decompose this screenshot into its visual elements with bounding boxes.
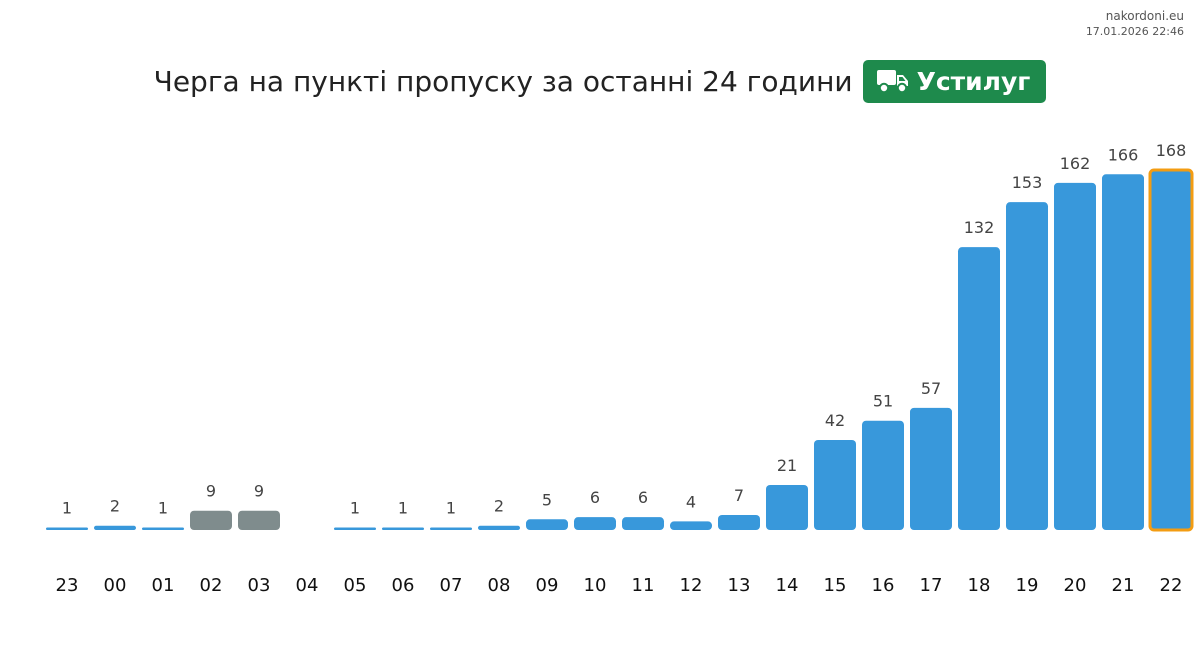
bar-14 — [766, 485, 808, 530]
x-tick-label-04: 04 — [296, 575, 319, 596]
x-tick-label-05: 05 — [344, 575, 367, 596]
value-label-17: 57 — [921, 379, 941, 398]
value-label-23: 1 — [62, 499, 72, 518]
x-tick-label-13: 13 — [728, 575, 751, 596]
x-tick-label-16: 16 — [872, 575, 895, 596]
value-label-18: 132 — [964, 218, 995, 237]
x-tick-label-06: 06 — [392, 575, 415, 596]
value-label-13: 7 — [734, 486, 744, 505]
value-label-12: 4 — [686, 492, 696, 511]
bar-13 — [718, 515, 760, 530]
truck-icon — [876, 69, 909, 93]
bar-20 — [1054, 182, 1096, 530]
bar-19 — [1006, 202, 1048, 530]
bar-17 — [910, 407, 952, 530]
value-label-01: 1 — [158, 499, 168, 518]
value-label-05: 1 — [350, 499, 360, 518]
value-label-08: 2 — [494, 497, 504, 516]
x-tick-label-18: 18 — [968, 575, 991, 596]
value-label-10: 6 — [590, 488, 600, 507]
checkpoint-badge: Устилуг — [862, 59, 1047, 103]
x-tick-label-12: 12 — [680, 575, 703, 596]
x-tick-label-10: 10 — [584, 575, 607, 596]
bar-03 — [238, 510, 280, 530]
x-tick-label-01: 01 — [152, 575, 175, 596]
site-info: nakordoni.eu 17.01.2026 22:46 — [1086, 8, 1184, 40]
bar-18 — [958, 247, 1000, 530]
value-label-16: 51 — [873, 392, 893, 411]
x-tick-label-00: 00 — [104, 575, 127, 596]
bar-16 — [862, 420, 904, 530]
bar-05 — [334, 527, 376, 530]
value-label-20: 162 — [1060, 154, 1091, 173]
bar-22 — [1148, 168, 1194, 532]
bar-23 — [46, 527, 88, 530]
value-label-21: 166 — [1108, 145, 1139, 164]
x-tick-label-15: 15 — [824, 575, 847, 596]
x-tick-label-11: 11 — [632, 575, 655, 596]
value-label-14: 21 — [777, 456, 797, 475]
bar-01 — [142, 527, 184, 530]
bar-15 — [814, 440, 856, 530]
bar-10 — [574, 517, 616, 530]
x-tick-label-08: 08 — [488, 575, 511, 596]
site-url: nakordoni.eu — [1105, 9, 1184, 23]
value-label-00: 2 — [110, 497, 120, 516]
chart-title: Черга на пункті пропуску за останні 24 г… — [153, 64, 853, 98]
checkpoint-name: Устилуг — [916, 66, 1031, 96]
bar-06 — [382, 527, 424, 530]
value-label-15: 42 — [825, 411, 845, 430]
x-tick-label-02: 02 — [200, 575, 223, 596]
x-tick-label-14: 14 — [776, 575, 799, 596]
bar-00 — [94, 525, 136, 530]
value-label-19: 153 — [1012, 173, 1043, 192]
bar-08 — [478, 525, 520, 530]
value-label-02: 9 — [206, 482, 216, 501]
x-tick-label-07: 07 — [440, 575, 463, 596]
value-label-07: 1 — [446, 499, 456, 518]
value-label-11: 6 — [638, 488, 648, 507]
x-tick-label-19: 19 — [1016, 575, 1039, 596]
value-label-03: 9 — [254, 482, 264, 501]
bar-12 — [670, 521, 712, 530]
x-tick-label-09: 09 — [536, 575, 559, 596]
x-tick-label-20: 20 — [1064, 575, 1087, 596]
timestamp: 17.01.2026 22:46 — [1085, 25, 1184, 38]
title-row: Черга на пункті пропуску за останні 24 г… — [0, 59, 1200, 103]
bar-02 — [190, 510, 232, 530]
bar-07 — [430, 527, 472, 530]
value-label-06: 1 — [398, 499, 408, 518]
x-tick-label-17: 17 — [920, 575, 943, 596]
x-tick-label-03: 03 — [248, 575, 271, 596]
x-tick-label-23: 23 — [56, 575, 79, 596]
x-tick-label-22: 22 — [1160, 575, 1183, 596]
value-label-09: 5 — [542, 490, 552, 509]
bar-11 — [622, 517, 664, 530]
bar-09 — [526, 519, 568, 530]
bar-21 — [1102, 174, 1144, 531]
x-tick-label-21: 21 — [1112, 575, 1135, 596]
value-label-22: 168 — [1156, 141, 1187, 160]
